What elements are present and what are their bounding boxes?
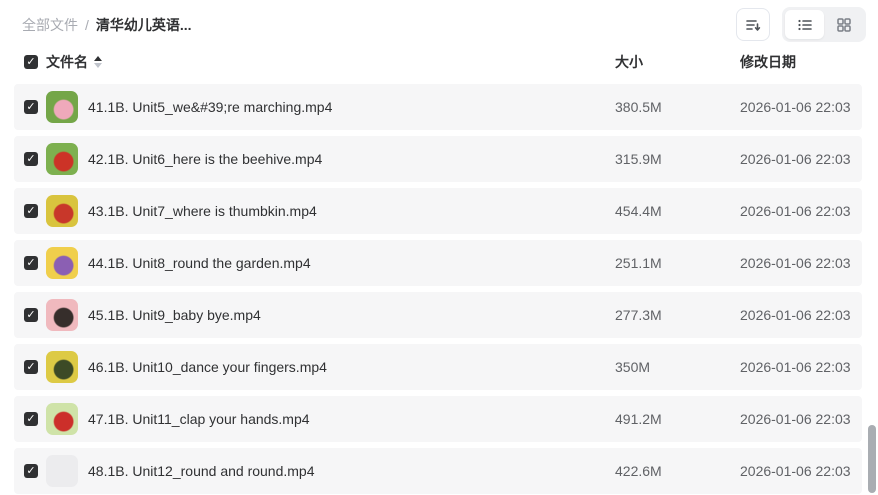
table-header: ✓ 文件名 大小 修改日期 [14,48,862,76]
file-name[interactable]: 46.1B. Unit10_dance your fingers.mp4 [88,359,327,375]
file-thumbnail [46,455,78,487]
row-checkbox[interactable]: ✓ [24,308,38,322]
grid-view-button[interactable] [824,10,863,39]
table-row[interactable]: ✓ 46.1B. Unit10_dance your fingers.mp4 3… [14,344,862,390]
file-size: 422.6M [615,463,662,479]
file-modified: 2026-01-06 22:03 [740,151,851,167]
breadcrumb-separator: / [85,17,89,33]
file-name[interactable]: 43.1B. Unit7_where is thumbkin.mp4 [88,203,317,219]
file-thumbnail [46,351,78,383]
row-checkbox[interactable]: ✓ [24,256,38,270]
file-thumbnail [46,247,78,279]
file-modified: 2026-01-06 22:03 [740,411,851,427]
row-checkbox[interactable]: ✓ [24,412,38,426]
file-name[interactable]: 42.1B. Unit6_here is the beehive.mp4 [88,151,323,167]
view-controls [736,7,866,42]
file-list: ✓ 41.1B. Unit5_we&#39;re marching.mp4 38… [14,84,862,494]
file-modified: 2026-01-06 22:03 [740,307,851,323]
breadcrumb: 全部文件 / 清华幼儿英语... [22,15,192,35]
table-row[interactable]: ✓ 42.1B. Unit6_here is the beehive.mp4 3… [14,136,862,182]
list-view-icon [797,19,812,30]
file-size: 491.2M [615,411,662,427]
file-modified: 2026-01-06 22:03 [740,203,851,219]
row-checkbox[interactable]: ✓ [24,464,38,478]
table-row[interactable]: ✓ 44.1B. Unit8_round the garden.mp4 251.… [14,240,862,286]
row-checkbox[interactable]: ✓ [24,204,38,218]
top-bar: 全部文件 / 清华幼儿英语... [0,0,878,48]
list-view-button[interactable] [785,10,824,39]
row-checkbox[interactable]: ✓ [24,360,38,374]
sort-order-icon [746,19,761,31]
column-header-size[interactable]: 大小 [615,54,643,70]
sort-arrows-icon[interactable] [94,56,102,68]
file-size: 277.3M [615,307,662,323]
table-row[interactable]: ✓ 47.1B. Unit11_clap your hands.mp4 491.… [14,396,862,442]
row-checkbox[interactable]: ✓ [24,100,38,114]
table-row[interactable]: ✓ 45.1B. Unit9_baby bye.mp4 277.3M 2026-… [14,292,862,338]
table-row[interactable]: ✓ 48.1B. Unit12_round and round.mp4 422.… [14,448,862,494]
file-thumbnail [46,403,78,435]
sort-desc-icon [94,63,102,68]
file-name[interactable]: 41.1B. Unit5_we&#39;re marching.mp4 [88,99,333,115]
row-checkbox[interactable]: ✓ [24,152,38,166]
file-thumbnail [46,91,78,123]
file-size: 454.4M [615,203,662,219]
file-name[interactable]: 45.1B. Unit9_baby bye.mp4 [88,307,261,323]
file-thumbnail [46,143,78,175]
breadcrumb-current: 清华幼儿英语... [95,17,192,33]
file-modified: 2026-01-06 22:03 [740,463,851,479]
table-row[interactable]: ✓ 43.1B. Unit7_where is thumbkin.mp4 454… [14,188,862,234]
file-modified: 2026-01-06 22:03 [740,99,851,115]
column-header-name[interactable]: 文件名 [46,54,88,70]
table-row[interactable]: ✓ 41.1B. Unit5_we&#39;re marching.mp4 38… [14,84,862,130]
file-name[interactable]: 48.1B. Unit12_round and round.mp4 [88,463,315,479]
file-modified: 2026-01-06 22:03 [740,359,851,375]
file-name[interactable]: 47.1B. Unit11_clap your hands.mp4 [88,411,310,427]
sort-asc-icon [94,56,102,61]
file-size: 380.5M [615,99,662,115]
scrollbar-thumb[interactable] [868,425,876,493]
breadcrumb-root[interactable]: 全部文件 [22,17,78,33]
column-header-modified[interactable]: 修改日期 [740,54,796,70]
file-size: 315.9M [615,151,662,167]
file-modified: 2026-01-06 22:03 [740,255,851,271]
sort-order-button[interactable] [736,8,770,41]
select-all-checkbox[interactable]: ✓ [24,55,38,69]
view-mode-toggle [782,7,866,42]
file-size: 251.1M [615,255,662,271]
file-name[interactable]: 44.1B. Unit8_round the garden.mp4 [88,255,311,271]
file-thumbnail [46,299,78,331]
file-size: 350M [615,359,651,375]
file-thumbnail [46,195,78,227]
grid-view-icon [836,17,851,32]
